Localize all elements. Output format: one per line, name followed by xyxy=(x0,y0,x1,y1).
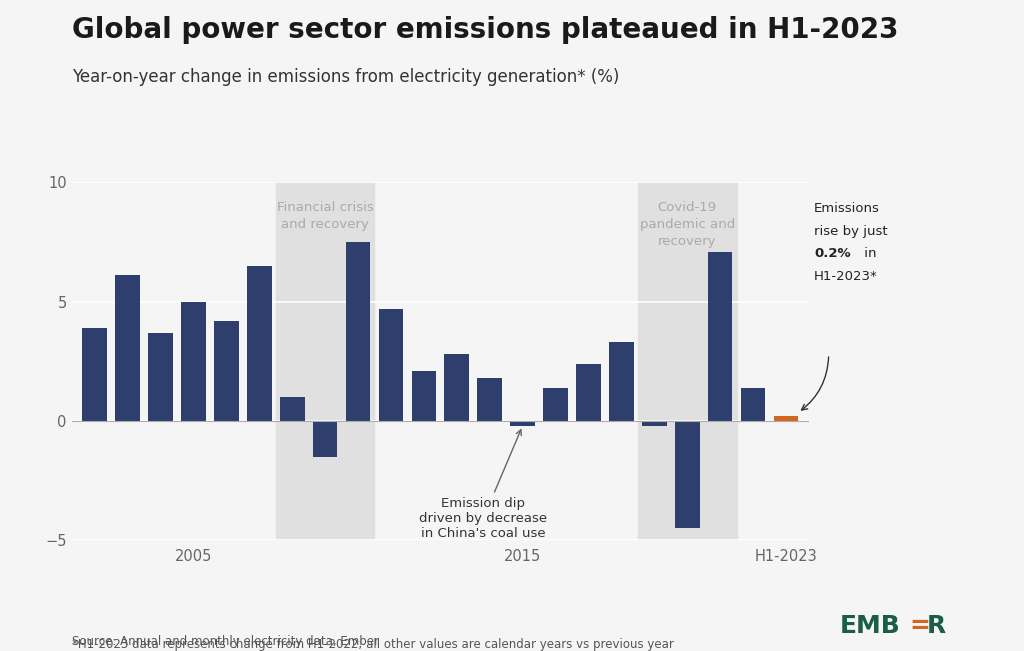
Bar xyxy=(609,342,634,421)
Text: Source: Annual and monthly electricity data, Ember: Source: Annual and monthly electricity d… xyxy=(72,635,379,648)
Bar xyxy=(444,354,469,421)
Bar xyxy=(708,251,732,421)
Bar xyxy=(181,301,206,421)
Text: Emission dip
driven by decrease
in China's coal use: Emission dip driven by decrease in China… xyxy=(419,430,547,540)
Bar xyxy=(148,333,173,421)
Bar xyxy=(346,242,371,421)
Text: Year-on-year change in emissions from electricity generation* (%): Year-on-year change in emissions from el… xyxy=(72,68,620,87)
Text: *H1-2023 data represents change from H1-2022; all other values are calendar year: *H1-2023 data represents change from H1-… xyxy=(72,638,674,651)
Text: EMB: EMB xyxy=(840,614,900,638)
Text: 0.2%: 0.2% xyxy=(814,247,851,260)
Bar xyxy=(773,416,799,421)
Bar xyxy=(638,182,736,540)
Text: in: in xyxy=(860,247,877,260)
Bar xyxy=(412,371,436,421)
Bar xyxy=(214,321,239,421)
Bar xyxy=(247,266,271,421)
Text: rise by just: rise by just xyxy=(814,225,888,238)
Text: Financial crisis
and recovery: Financial crisis and recovery xyxy=(276,201,374,231)
Text: Global power sector emissions plateaued in H1-2023: Global power sector emissions plateaued … xyxy=(72,16,898,44)
Bar xyxy=(675,421,699,529)
Bar xyxy=(275,182,375,540)
Text: Covid-19
pandemic and
recovery: Covid-19 pandemic and recovery xyxy=(640,201,735,249)
Text: Emissions: Emissions xyxy=(814,202,880,215)
Bar xyxy=(477,378,502,421)
Text: R: R xyxy=(927,614,946,638)
Bar xyxy=(642,421,667,426)
Bar xyxy=(740,387,765,421)
Text: =: = xyxy=(909,614,930,638)
Bar xyxy=(543,387,568,421)
Bar xyxy=(116,275,140,421)
Bar xyxy=(312,421,338,457)
Bar xyxy=(280,397,304,421)
Bar xyxy=(577,364,601,421)
Bar xyxy=(379,309,403,421)
Bar xyxy=(510,421,535,426)
Text: H1-2023*: H1-2023* xyxy=(814,270,878,283)
Bar xyxy=(82,328,108,421)
